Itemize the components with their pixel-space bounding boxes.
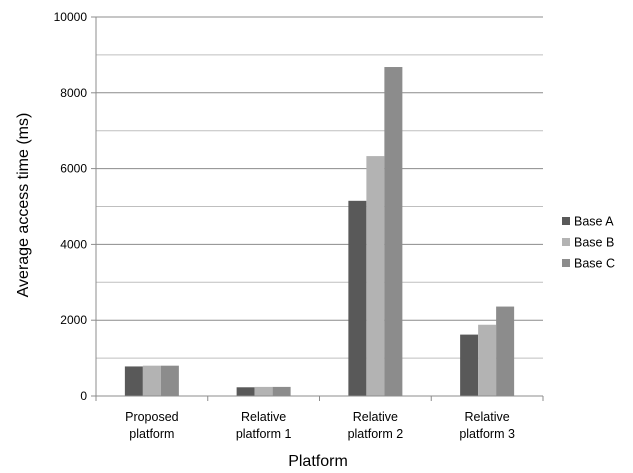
bars <box>124 67 515 396</box>
bar-base-c-4 <box>496 306 515 396</box>
legend-label: Base B <box>574 236 614 250</box>
bar-base-b-3 <box>366 156 385 396</box>
legend-swatch <box>562 238 570 246</box>
x-category-label: Relative platform 1 <box>236 410 292 441</box>
bar-base-c-3 <box>384 67 403 396</box>
y-axis-title: Average access time (ms) <box>15 113 32 298</box>
legend-swatch <box>562 259 570 267</box>
bar-base-c-1 <box>160 365 179 396</box>
legend: Base A Base B Base C <box>562 215 615 271</box>
bar-base-a-2 <box>236 387 255 396</box>
x-axis-title: Platform <box>288 453 348 470</box>
x-axis <box>95 17 544 401</box>
y-tick-label: 4000 <box>60 237 87 251</box>
x-category-label: Proposed platform <box>125 410 179 441</box>
y-tick-label: 8000 <box>60 86 87 100</box>
bar-base-b-2 <box>254 386 273 396</box>
bar-base-a-3 <box>348 200 367 396</box>
gridlines <box>96 16 543 359</box>
y-tick-label: 2000 <box>60 313 87 327</box>
bar-base-c-2 <box>272 386 291 396</box>
bar-base-a-4 <box>460 334 479 396</box>
legend-swatch <box>562 217 570 225</box>
bar-base-b-4 <box>478 324 497 396</box>
x-axis-category-labels: Proposed platform Relative platform 1 Relati… <box>125 410 515 441</box>
legend-label: Base A <box>574 215 614 229</box>
y-axis-ticks: 0 2000 4000 6000 8000 10000 <box>54 10 96 403</box>
x-category-label: Relative platform 3 <box>459 410 515 441</box>
x-category-label: Relative platform 2 <box>348 410 404 441</box>
y-tick-label: 0 <box>80 389 87 403</box>
y-tick-label: 10000 <box>54 10 88 24</box>
y-tick-label: 6000 <box>60 162 87 176</box>
bar-base-b-1 <box>142 365 161 396</box>
legend-label: Base C <box>574 257 615 271</box>
bar-base-a-1 <box>124 366 143 396</box>
